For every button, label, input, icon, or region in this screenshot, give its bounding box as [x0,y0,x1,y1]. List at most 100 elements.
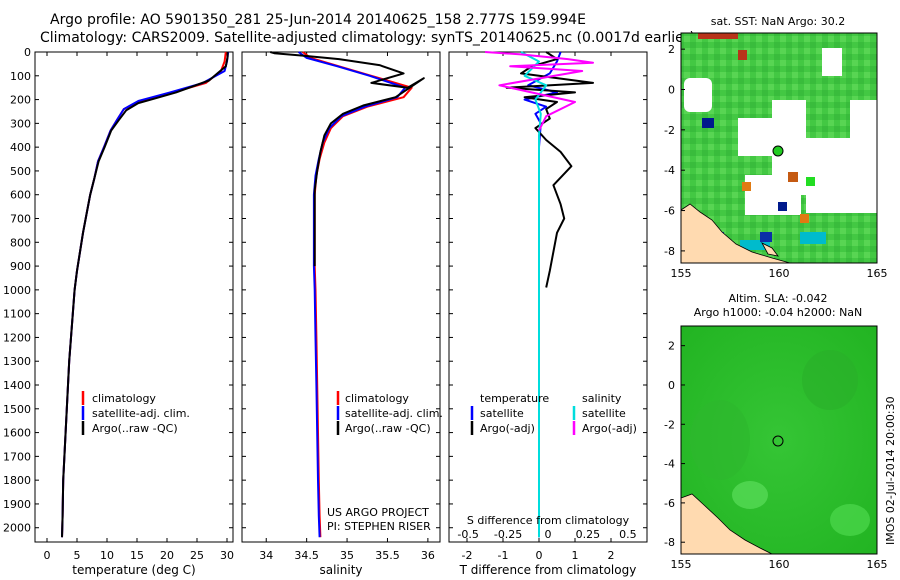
data-gap [822,48,842,76]
legend-label-t-argo: Argo(-adj) [480,422,535,435]
x-tick-label: 5 [74,549,81,562]
difference-legend: temperature salinity satellite Argo(-adj… [470,392,637,435]
depth-tick-label: 1900 [3,498,31,511]
data-gap [738,118,778,156]
difference-top-ticks: -0.5 -0.25 0 0.25 0.5 [457,528,636,541]
salinity-x-ticks: 34 34.5 35 35.5 36 [259,52,435,562]
warm-pixels [698,33,738,39]
series-temperature-argo-adj- [505,51,594,288]
lon-tick-label: 160 [769,267,790,280]
argo-float-marker [772,435,784,447]
sla-map-ticks: 155 160 165 2 0 -2 -4 -6 -8 [664,340,887,571]
lon-tick-label: 155 [671,267,692,280]
sst-map-title: sat. SST: NaN Argo: 30.2 [711,15,845,28]
lon-tick-label: 155 [671,558,692,571]
difference-top-label: S difference from climatology [467,514,630,527]
depth-tick-label: 1100 [3,308,31,321]
cool-pixels [800,232,826,244]
lat-tick-label: -8 [664,536,675,549]
depth-tick-label: 1300 [3,355,31,368]
data-gap [850,100,877,140]
lat-tick-label: 0 [668,379,675,392]
lon-tick-label: 160 [769,558,790,571]
warm-pixel [742,182,751,191]
series-satellite-adj-clim- [298,51,407,538]
legend-title-salinity: salinity [582,392,622,405]
lon-tick-label: 165 [867,558,888,571]
cold-pixel [778,202,787,211]
x-tick-label: 30 [220,549,234,562]
x-tick-label: 0 [536,549,543,562]
x-tick-label: 35 [340,549,354,562]
legend-label-argo: Argo(..raw -QC) [92,422,178,435]
top-tick-label: -0.25 [494,528,522,541]
depth-tick-label: 1700 [3,450,31,463]
depth-tick-label: 1500 [3,403,31,416]
legend-label-argo: Argo(..raw -QC) [345,422,431,435]
depth-tick-label: 1200 [3,331,31,344]
legend-label-satellite: satellite-adj. clim. [92,407,190,420]
top-tick-label: 0 [545,528,552,541]
salinity-xlabel: salinity [319,563,362,577]
sla-map-title2: Argo h1000: -0.04 h2000: NaN [694,306,863,319]
cool-pixels [740,240,770,250]
depth-tick-label: 1600 [3,427,31,440]
lat-tick-label: -4 [664,458,675,471]
top-tick-label: 0.25 [576,528,601,541]
x-tick-label: 34 [259,549,273,562]
land-island [761,242,779,257]
lat-tick-label: -2 [664,418,675,431]
x-tick-label: 35.5 [375,549,400,562]
legend-label-climatology: climatology [345,392,409,405]
legend-label-satellite: satellite-adj. clim. [345,407,443,420]
lon-tick-label: 165 [867,267,888,280]
top-tick-label: 0.5 [619,528,637,541]
series-salinity-argo-adj- [484,51,594,131]
data-gap [806,138,877,213]
salinity-panel [241,51,441,543]
lat-tick-label: -4 [664,164,675,177]
depth-tick-label: 0 [24,46,31,59]
salinity-lines [270,51,425,538]
warm-pixel [788,172,798,182]
series-argo-raw-qc- [61,52,229,538]
project-label: US ARGO PROJECT [327,506,429,519]
warm-pixel [738,50,747,60]
x-tick-label: 2 [608,549,615,562]
argo-float-marker [772,145,784,157]
lat-tick-label: -2 [664,124,675,137]
series-argo-raw-qc- [270,51,425,267]
cold-pixels [760,232,772,242]
top-tick-label: -0.5 [457,528,478,541]
depth-tick-label: 1400 [3,379,31,392]
x-tick-label: 1 [572,549,579,562]
pi-label: PI: STEPHEN RISER [327,520,431,533]
x-tick-label: 10 [100,549,114,562]
temperature-legend: climatology satellite-adj. clim. Argo(..… [81,391,190,435]
temperature-x-ticks: 0 5 10 15 20 25 30 [44,52,234,562]
depth-tick-label: 800 [10,236,31,249]
header-line1: Argo profile: AO 5901350_281 25-Jun-2014… [50,12,586,28]
warm-pixel [800,214,809,223]
series-climatology [302,51,413,538]
depth-tick-label: 200 [10,94,31,107]
x-tick-label: -2 [462,549,473,562]
depth-tick-label: 1800 [3,474,31,487]
series-satellite-adj-clim- [61,51,230,538]
lat-tick-label: 2 [668,43,675,56]
legend-label-s-argo: Argo(-adj) [582,422,637,435]
depth-tick-label: 1000 [3,284,31,297]
lat-tick-label: 2 [668,340,675,353]
x-tick-label: 34.5 [294,549,319,562]
depth-axis: 0 100 200 300 400 500 600 700 800 900 1000 1100 1200… [3,46,647,535]
legend-title-temperature: temperature [480,392,549,405]
salinity-legend: climatology satellite-adj. clim. Argo(..… [336,391,443,435]
difference-xlabel: T difference from climatology [459,563,637,577]
x-tick-label: 15 [130,549,144,562]
depth-tick-label: 600 [10,189,31,202]
depth-tick-label: 100 [10,70,31,83]
sst-map-ticks: 155 160 165 2 0 -2 -4 -6 -8 [664,43,887,280]
depth-tick-label: 300 [10,117,31,130]
series-climatology [61,51,227,538]
